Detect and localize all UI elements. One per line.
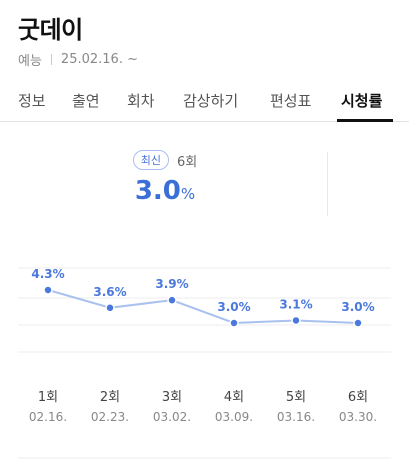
x-tick-date: 03.09. [215,410,253,424]
series-line [47,289,359,325]
x-tick-date: 02.16. [29,410,67,424]
data-label: 3.9% [155,277,188,291]
data-label: 3.0% [341,300,374,314]
data-label: 3.0% [217,300,250,314]
ratings-line-chart: 4.3% 3.6% 3.9% 3.0% 3.1% 3.0% 1회 02.16. 2회 02.23… [18,267,391,459]
rating-summary: 최신 6회 3.0% [0,150,330,206]
data-label: 3.6% [93,285,126,299]
x-tick-episode: 1회 [38,390,58,405]
latest-rating-unit: % [180,185,196,203]
data-label: 4.3% [31,267,64,281]
data-point[interactable] [291,315,301,326]
program-meta: 예능 25.02.16. ~ [18,50,138,69]
data-point[interactable] [105,303,115,313]
x-tick-episode: 6회 [348,390,368,405]
latest-badge: 최신 [132,150,169,170]
data-point[interactable] [167,295,177,305]
tab-cast[interactable]: 출연 [72,92,100,110]
tab-watch[interactable]: 감상하기 [183,92,239,110]
summary-divider [327,152,328,216]
genre-label: 예능 [18,54,42,69]
x-tick-date: 03.30. [339,410,377,424]
tab-ratings[interactable]: 시청률 [341,92,383,110]
tab-schedule[interactable]: 편성표 [270,92,312,110]
x-tick-episode: 2회 [100,390,120,405]
x-tick-date: 03.02. [153,410,191,424]
latest-episode: 6회 [177,154,198,170]
x-tick-episode: 5회 [286,390,306,405]
tab-bar: 정보 출연 회차 감상하기 편성표 시청률 [0,82,409,122]
active-tab-indicator [337,119,393,122]
data-point[interactable] [229,318,239,328]
tab-episodes[interactable]: 회차 [127,92,155,110]
x-tick-episode: 3회 [162,390,182,405]
data-point[interactable] [353,318,363,328]
air-date: 25.02.16. ~ [60,52,138,67]
x-tick-episode: 4회 [224,390,244,405]
data-point[interactable] [43,285,53,295]
x-tick-date: 03.16. [277,410,315,424]
tab-info[interactable]: 정보 [18,92,46,110]
x-tick-date: 02.23. [91,410,129,424]
data-label: 3.1% [279,297,312,311]
meta-divider [50,54,52,65]
latest-rating-value: 3.0 [134,176,181,206]
program-title: 굿데이 [18,16,83,44]
